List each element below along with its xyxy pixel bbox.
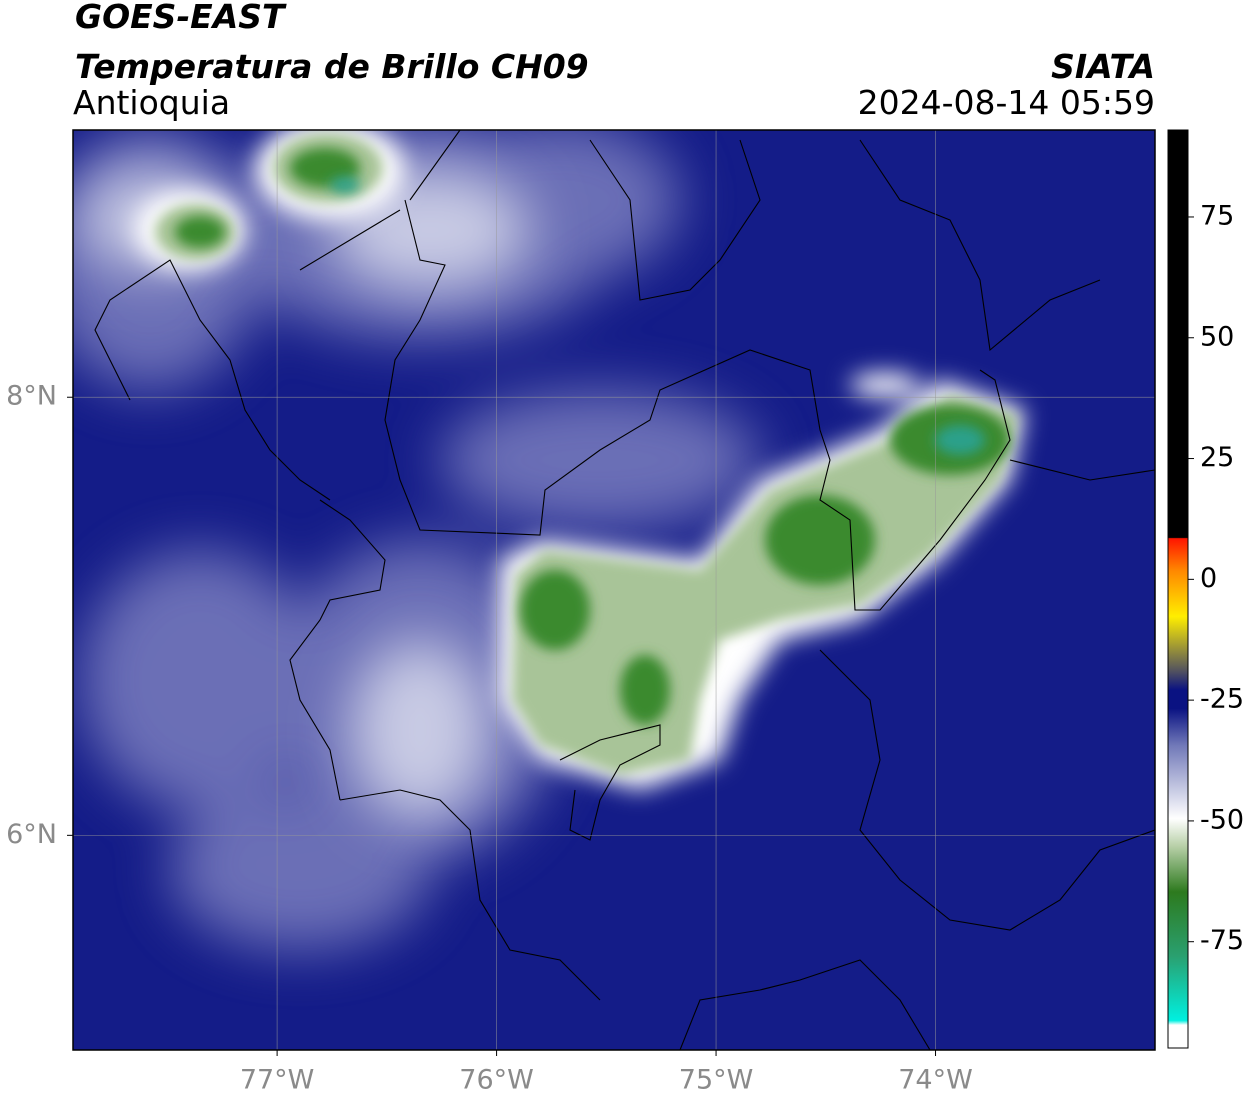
colorbar-tick-label: -75 [1200,925,1244,956]
colorbar-tick-label: 0 [1200,563,1217,594]
borders [94,130,1155,1050]
colorbar-tick-label: 75 [1200,200,1234,231]
datetime: 2024-08-14 05:59 [858,83,1155,122]
lat-tick-label: 6°N [6,819,57,850]
grid [73,130,1155,1050]
source: SIATA [1051,47,1155,86]
lon-tick-label: 77°W [240,1065,315,1096]
region: Antioquia [73,83,230,122]
colorbar [1167,129,1189,1049]
lon-tick-label: 75°W [679,1065,754,1096]
map-frame [72,129,1156,1051]
map-imagery [73,130,1155,1050]
colorbar-tick-label: 50 [1200,321,1234,352]
colorbar-tick-label: -50 [1200,804,1244,835]
lon-tick-label: 74°W [898,1065,973,1096]
subtitle: Temperatura de Brillo CH09 [75,47,589,86]
colorbar-tick-label: 25 [1200,442,1234,473]
lon-tick-label: 76°W [459,1065,534,1096]
colorbar-tick-label: -25 [1200,684,1244,715]
lat-tick-label: 8°N [6,381,57,412]
title: GOES-EAST [75,0,287,36]
